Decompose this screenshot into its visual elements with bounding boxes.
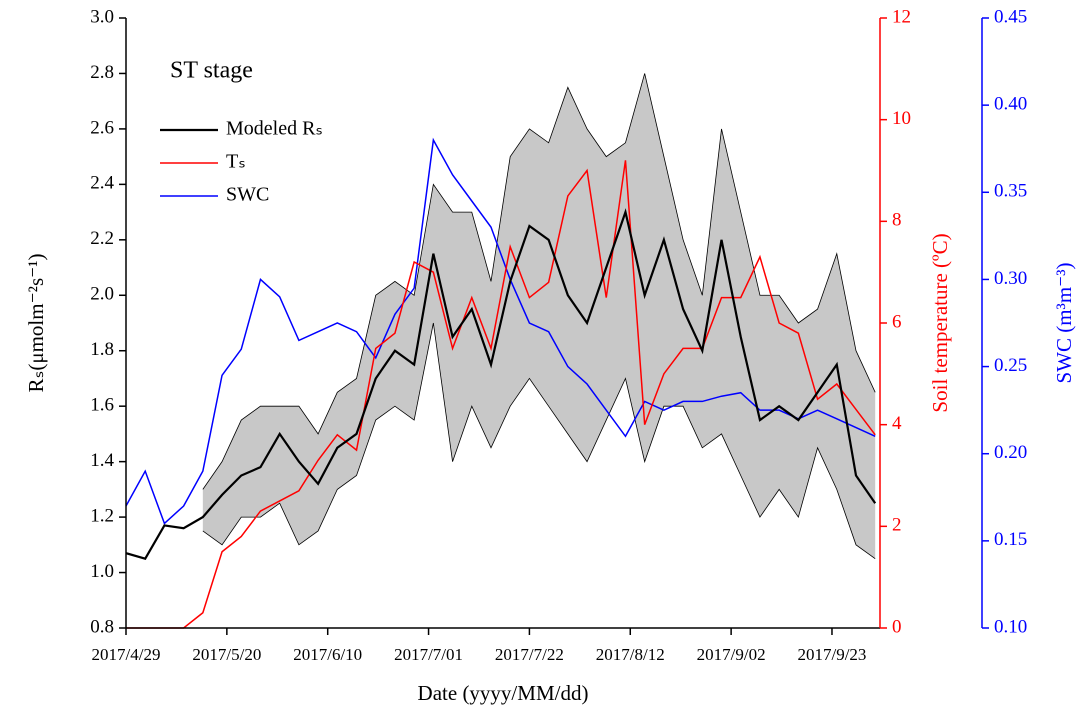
y3-tick-label: 0.20 (994, 442, 1027, 463)
confidence-band (202, 73, 876, 559)
x-tick-label: 2017/5/20 (192, 645, 261, 664)
y-axis-label: Rₛ(μmolm⁻²s⁻¹) (24, 253, 48, 392)
band-edge (202, 322, 876, 560)
y-tick-label: 1.2 (90, 505, 114, 526)
y2-tick-label: 0 (892, 616, 902, 637)
band-edge (202, 73, 876, 490)
x-tick-label: 2017/8/12 (596, 645, 665, 664)
y3-tick-label: 0.40 (994, 94, 1027, 115)
y2-tick-label: 8 (892, 210, 902, 231)
series-line (126, 160, 876, 629)
x-tick-label: 2017/9/23 (797, 645, 866, 664)
y3-tick-label: 0.15 (994, 529, 1027, 550)
y2-axis-label: Soil temperature (ºC) (928, 233, 952, 412)
y3-tick-label: 0.10 (994, 616, 1027, 637)
y-tick-label: 0.8 (90, 616, 114, 637)
y2-tick-label: 12 (892, 6, 911, 27)
y-tick-label: 1.6 (90, 395, 114, 416)
y2-tick-label: 2 (892, 515, 902, 536)
x-tick-label: 2017/7/01 (394, 645, 463, 664)
x-tick-label: 2017/7/22 (495, 645, 564, 664)
y-tick-label: 2.0 (90, 284, 114, 305)
y-tick-label: 3.0 (90, 6, 114, 27)
chart-title: ST stage (170, 58, 253, 84)
y3-tick-label: 0.25 (994, 355, 1027, 376)
y3-axis-label: SWC (m³m⁻³) (1052, 262, 1076, 383)
legend-label: SWC (226, 184, 269, 206)
x-tick-label: 2017/4/29 (92, 645, 161, 664)
x-tick-label: 2017/9/02 (697, 645, 766, 664)
legend-label: Tₛ (226, 151, 246, 173)
y2-tick-label: 6 (892, 311, 902, 332)
legend-label: Modeled Rₛ (226, 118, 323, 140)
y2-tick-label: 4 (892, 413, 902, 434)
y-tick-label: 2.8 (90, 62, 114, 83)
y-tick-label: 1.0 (90, 561, 114, 582)
y3-tick-label: 0.30 (994, 268, 1027, 289)
x-axis-label: Date (yyyy/MM/dd) (418, 681, 589, 705)
y-tick-label: 1.4 (90, 450, 114, 471)
y-tick-label: 2.4 (90, 173, 114, 194)
y3-tick-label: 0.45 (994, 6, 1027, 27)
x-tick-label: 2017/6/10 (293, 645, 362, 664)
y-tick-label: 1.8 (90, 339, 114, 360)
y-tick-label: 2.2 (90, 228, 114, 249)
series-line (125, 208, 877, 560)
y3-tick-label: 0.35 (994, 181, 1027, 202)
y2-tick-label: 10 (892, 108, 911, 129)
series-line (125, 137, 876, 525)
y-tick-label: 2.6 (90, 117, 114, 138)
